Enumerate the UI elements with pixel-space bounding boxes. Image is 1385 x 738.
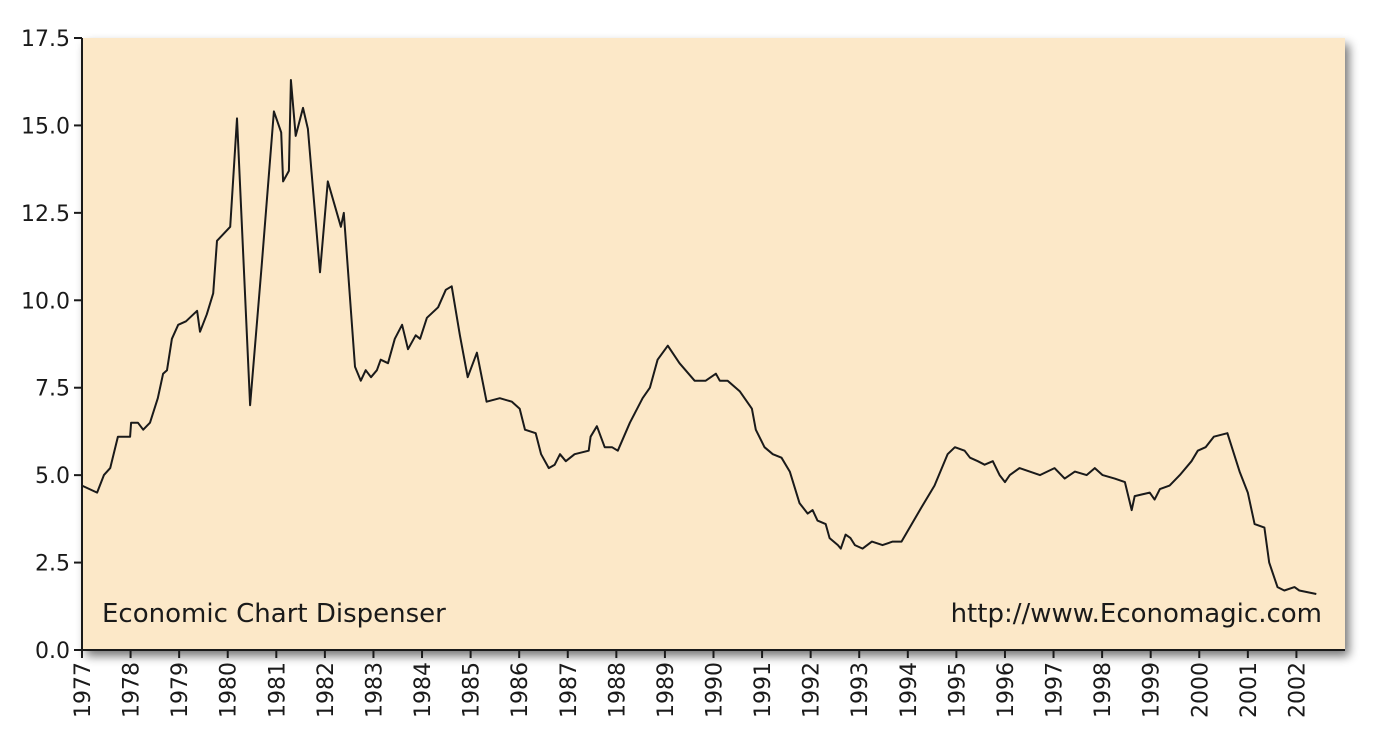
x-tick-label: 2002 bbox=[1285, 662, 1310, 718]
y-tick-label: 10.0 bbox=[21, 289, 70, 314]
y-tick-label: 7.5 bbox=[35, 377, 70, 402]
x-tick-label: 1982 bbox=[314, 662, 339, 718]
x-tick-label: 1981 bbox=[265, 662, 290, 718]
y-tick-label: 0.0 bbox=[35, 639, 70, 664]
x-tick-label: 1991 bbox=[751, 662, 776, 718]
y-tick-label: 12.5 bbox=[21, 202, 70, 227]
x-tick-label: 1984 bbox=[411, 662, 436, 718]
annotation: Economic Chart Dispenser bbox=[102, 599, 446, 629]
x-tick-label: 1980 bbox=[217, 662, 242, 718]
annotation: http://www.Economagic.com bbox=[951, 599, 1322, 629]
y-tick-label: 15.0 bbox=[21, 114, 70, 139]
x-tick-label: 1994 bbox=[897, 662, 922, 718]
x-tick-label: 1989 bbox=[654, 662, 679, 718]
y-tick-label: 2.5 bbox=[35, 552, 70, 577]
x-tick-label: 1986 bbox=[508, 662, 533, 718]
y-tick-label: 17.5 bbox=[21, 27, 70, 52]
x-tick-label: 1995 bbox=[945, 662, 970, 718]
x-tick-label: 1993 bbox=[848, 662, 873, 718]
x-tick-label: 1979 bbox=[168, 662, 193, 718]
y-tick-label: 5.0 bbox=[35, 464, 70, 489]
x-tick-label: 1987 bbox=[557, 662, 582, 718]
x-tick-label: 1999 bbox=[1140, 662, 1165, 718]
data-line bbox=[81, 79, 1317, 595]
x-tick-label: 1985 bbox=[460, 662, 485, 718]
x-tick-label: 1992 bbox=[800, 662, 825, 718]
x-tick-label: 1983 bbox=[362, 662, 387, 718]
x-tick-label: 1990 bbox=[703, 662, 728, 718]
x-tick-label: 1997 bbox=[1043, 662, 1068, 718]
x-tick-label: 2000 bbox=[1188, 662, 1213, 718]
x-tick-label: 2001 bbox=[1237, 662, 1262, 718]
x-tick-label: 1996 bbox=[994, 662, 1019, 718]
plot-background bbox=[82, 38, 1345, 650]
x-tick-label: 1977 bbox=[71, 662, 96, 718]
x-tick-label: 1998 bbox=[1091, 662, 1116, 718]
x-tick-label: 1988 bbox=[605, 662, 630, 718]
x-tick-label: 1978 bbox=[120, 662, 145, 718]
